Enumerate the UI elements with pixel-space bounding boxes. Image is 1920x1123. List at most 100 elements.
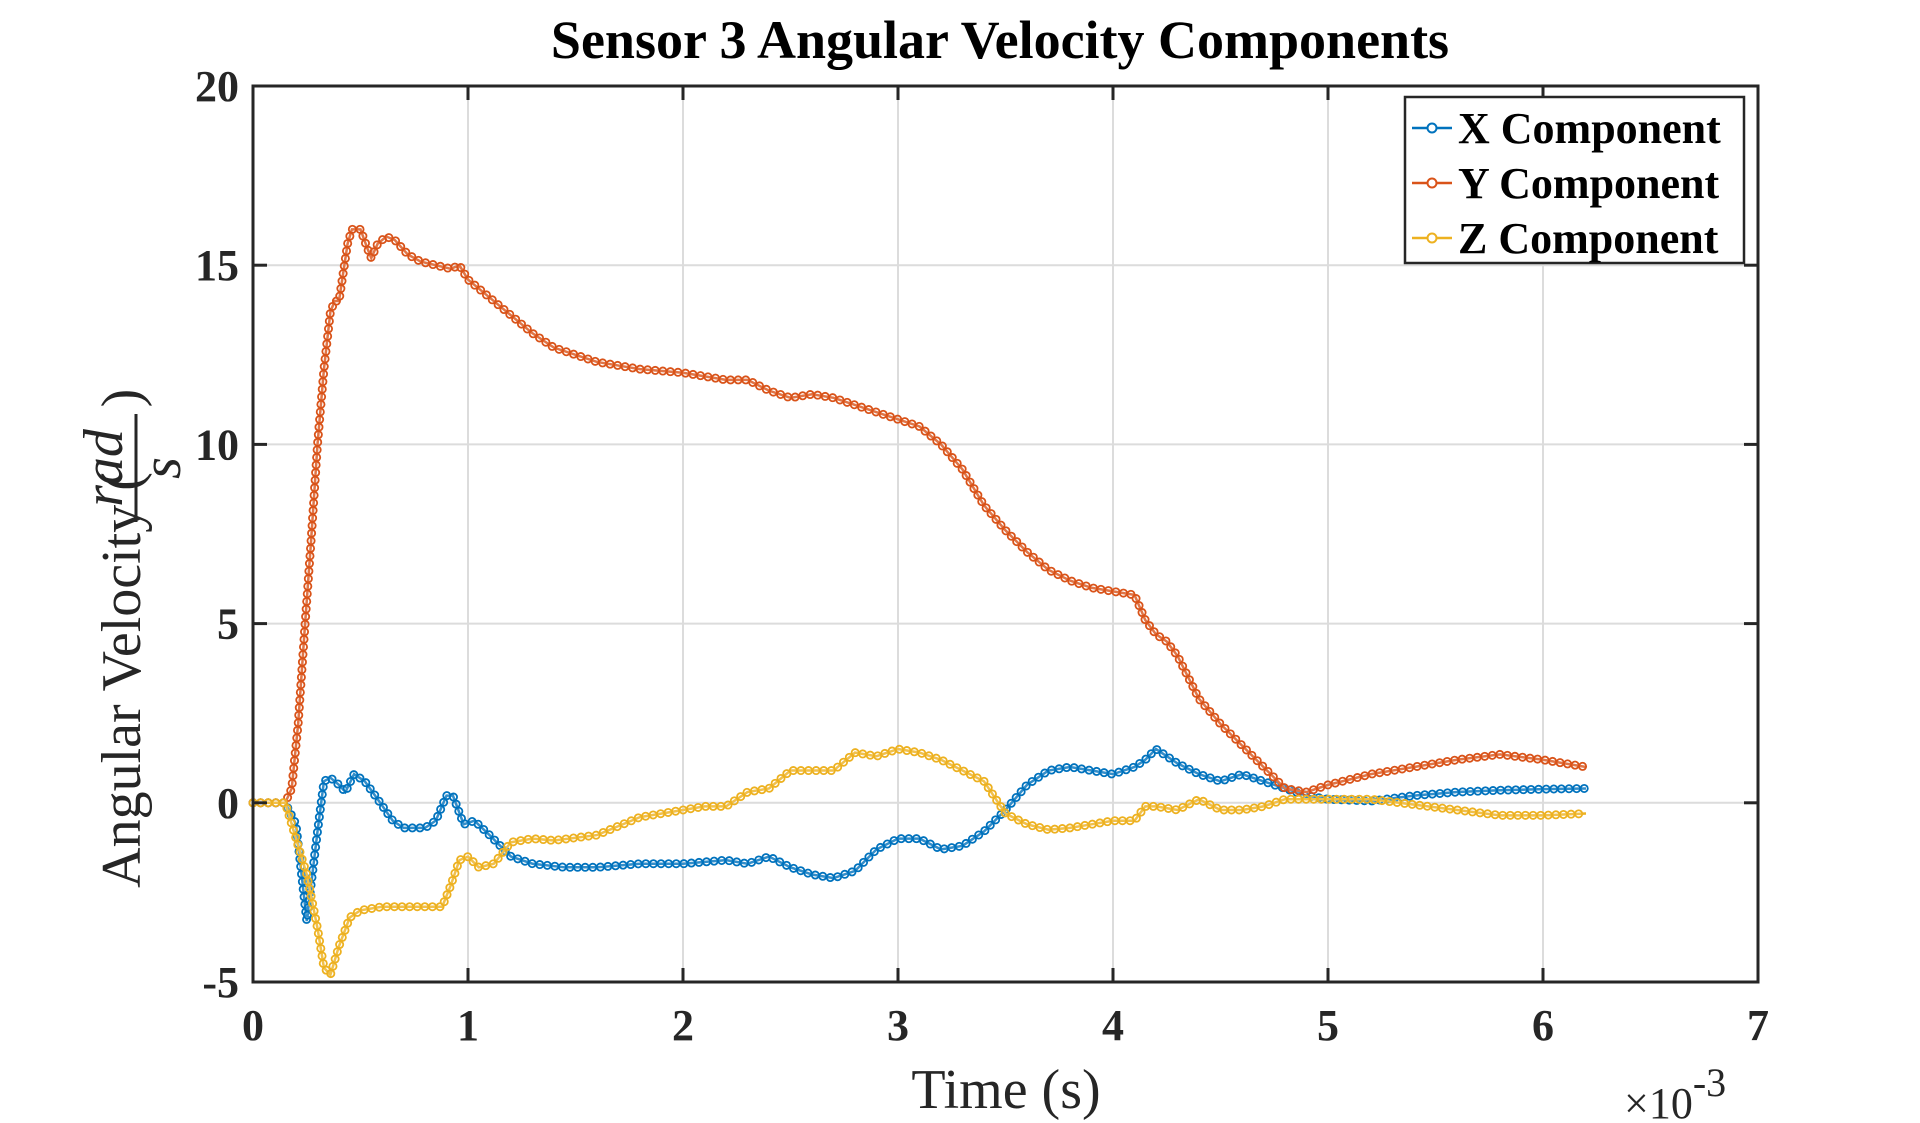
data-point [297, 854, 307, 864]
data-point [648, 810, 658, 820]
plot-series [248, 224, 1589, 979]
data-point [1069, 763, 1079, 773]
y-axis-label-prefix: Angular Velocity ( [91, 472, 153, 888]
data-point [896, 834, 906, 844]
data-point [1347, 794, 1357, 804]
data-point [595, 862, 605, 872]
data-point [1161, 636, 1171, 646]
data-point [904, 834, 914, 844]
data-point [1171, 757, 1181, 767]
data-point [320, 354, 330, 364]
data-point [339, 261, 349, 271]
data-point [665, 367, 675, 377]
data-point [1467, 807, 1477, 817]
data-point [810, 870, 820, 880]
data-point [664, 859, 674, 869]
data-point [598, 358, 608, 368]
data-point [1480, 751, 1490, 761]
data-point [907, 419, 917, 429]
data-point [310, 475, 320, 485]
data-point [316, 943, 326, 953]
data-point [553, 835, 563, 845]
data-point [965, 770, 975, 780]
data-point [361, 778, 371, 788]
data-point [1286, 785, 1296, 795]
data-point [902, 746, 912, 756]
data-point [312, 445, 322, 455]
data-point [1047, 765, 1057, 775]
data-point [755, 381, 765, 391]
data-point [289, 756, 299, 766]
data-point [1558, 809, 1568, 819]
y-tick-label: 15 [195, 241, 239, 290]
tick-marks [251, 84, 1760, 984]
data-point [307, 521, 317, 531]
data-point [1450, 787, 1460, 797]
data-point [450, 868, 460, 878]
data-point [443, 263, 453, 273]
data-point [924, 751, 934, 761]
data-point [1564, 784, 1574, 794]
data-point [288, 825, 298, 835]
data-point [803, 868, 813, 878]
x-tick-label: 2 [672, 1001, 694, 1050]
x-tick-label: 0 [242, 1001, 264, 1050]
data-point [1308, 785, 1318, 795]
data-point [488, 859, 498, 869]
data-point [1511, 785, 1521, 795]
data-point [391, 236, 401, 246]
data-point [300, 619, 310, 629]
data-point [1198, 770, 1208, 780]
data-point [297, 657, 307, 667]
y-tick-label: 5 [217, 600, 239, 649]
data-point [308, 513, 318, 523]
data-point [796, 866, 806, 876]
data-point [1465, 786, 1475, 796]
data-point [996, 802, 1006, 812]
data-point [889, 836, 899, 846]
data-point [696, 371, 706, 381]
data-point [550, 861, 560, 871]
data-point [584, 831, 594, 841]
data-point [323, 324, 333, 334]
data-point [726, 375, 736, 385]
data-point [947, 453, 957, 463]
data-point [312, 452, 322, 462]
data-point [1016, 787, 1026, 797]
data-point [315, 415, 325, 425]
data-point [1345, 774, 1355, 784]
data-point [804, 766, 814, 776]
data-point [1360, 771, 1370, 781]
data-point [542, 860, 552, 870]
data-point [1278, 795, 1288, 805]
data-point [294, 710, 304, 720]
data-point [842, 397, 852, 407]
data-point [314, 422, 324, 432]
data-point [1294, 786, 1304, 796]
data-point [764, 783, 774, 793]
data-point [576, 832, 586, 842]
data-point [981, 503, 991, 513]
legend-swatch-marker [1426, 122, 1438, 134]
data-point [880, 748, 890, 758]
data-point [292, 733, 302, 743]
data-point [633, 859, 643, 869]
data-point [1445, 804, 1455, 814]
data-point [776, 773, 786, 783]
data-point [974, 830, 984, 840]
data-point [508, 837, 518, 847]
data-point [849, 400, 859, 410]
data-point [1338, 776, 1348, 786]
data-point [317, 384, 327, 394]
data-point [1174, 654, 1184, 664]
data-point [460, 819, 470, 829]
data-point [298, 650, 308, 660]
data-point [335, 940, 345, 950]
data-point [1231, 734, 1241, 744]
data-point [318, 377, 328, 387]
data-point [628, 363, 638, 373]
data-point [1397, 764, 1407, 774]
data-point [290, 748, 300, 758]
data-point [511, 314, 521, 324]
